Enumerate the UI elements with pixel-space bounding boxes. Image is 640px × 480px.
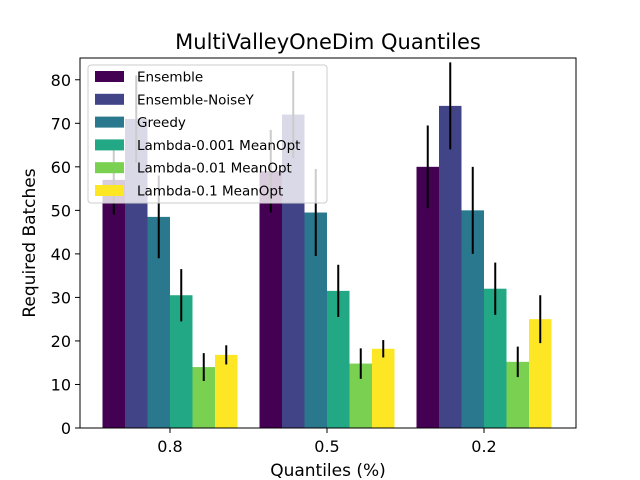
bar bbox=[506, 361, 529, 428]
legend-label: Greedy bbox=[137, 115, 186, 131]
y-tick-label: 40 bbox=[51, 245, 71, 264]
legend-label: Lambda-0.1 MeanOpt bbox=[137, 184, 283, 200]
y-tick-label: 50 bbox=[51, 201, 71, 220]
bar bbox=[215, 354, 238, 428]
bar bbox=[349, 363, 372, 428]
legend-swatch bbox=[95, 185, 124, 196]
bar bbox=[372, 348, 395, 428]
legend-label: Lambda-0.01 MeanOpt bbox=[137, 161, 292, 177]
legend-swatch bbox=[95, 71, 124, 82]
x-axis: 0.8 0.5 0.2 bbox=[157, 428, 497, 456]
bar bbox=[327, 290, 350, 428]
legend: Ensemble Ensemble-NoiseY Greedy Lambda-0.00… bbox=[87, 64, 328, 204]
legend-label: Ensemble-NoiseY bbox=[137, 92, 255, 108]
y-tick-label: 10 bbox=[51, 375, 71, 394]
bar bbox=[147, 216, 170, 428]
bar bbox=[416, 166, 439, 428]
y-tick-label: 30 bbox=[51, 288, 71, 307]
y-tick-label: 60 bbox=[51, 158, 71, 177]
bar bbox=[484, 288, 507, 428]
bar bbox=[192, 367, 215, 428]
legend-swatch bbox=[95, 162, 124, 174]
legend-frame bbox=[87, 64, 328, 204]
bar bbox=[304, 212, 327, 428]
y-tick-label: 80 bbox=[51, 71, 71, 90]
y-tick-label: 0 bbox=[61, 419, 71, 438]
legend-swatch bbox=[95, 139, 124, 151]
legend-label: Lambda-0.001 MeanOpt bbox=[137, 138, 300, 154]
plot-area-frame bbox=[79, 57, 577, 429]
bar bbox=[259, 171, 282, 429]
y-tick-label: 70 bbox=[51, 114, 71, 133]
legend-swatch bbox=[95, 116, 124, 128]
bar bbox=[529, 319, 552, 428]
y-axis-label: Required Batches bbox=[20, 168, 40, 317]
x-axis-label: Quantiles (%) bbox=[270, 461, 386, 480]
bar bbox=[461, 210, 484, 428]
x-tick-label: 0.8 bbox=[157, 437, 182, 456]
legend-swatch bbox=[95, 93, 124, 105]
y-axis: 0 10 20 30 40 50 60 70 80 bbox=[51, 71, 80, 438]
bar bbox=[439, 105, 462, 428]
x-tick-label: 0.5 bbox=[314, 437, 339, 456]
x-tick-label: 0.2 bbox=[471, 437, 496, 456]
bar bbox=[170, 295, 193, 428]
y-tick-label: 20 bbox=[51, 332, 71, 351]
bar bbox=[102, 179, 125, 428]
legend-label: Ensemble bbox=[137, 70, 203, 86]
chart-title: MultiValleyOneDim Quantiles bbox=[175, 30, 481, 54]
